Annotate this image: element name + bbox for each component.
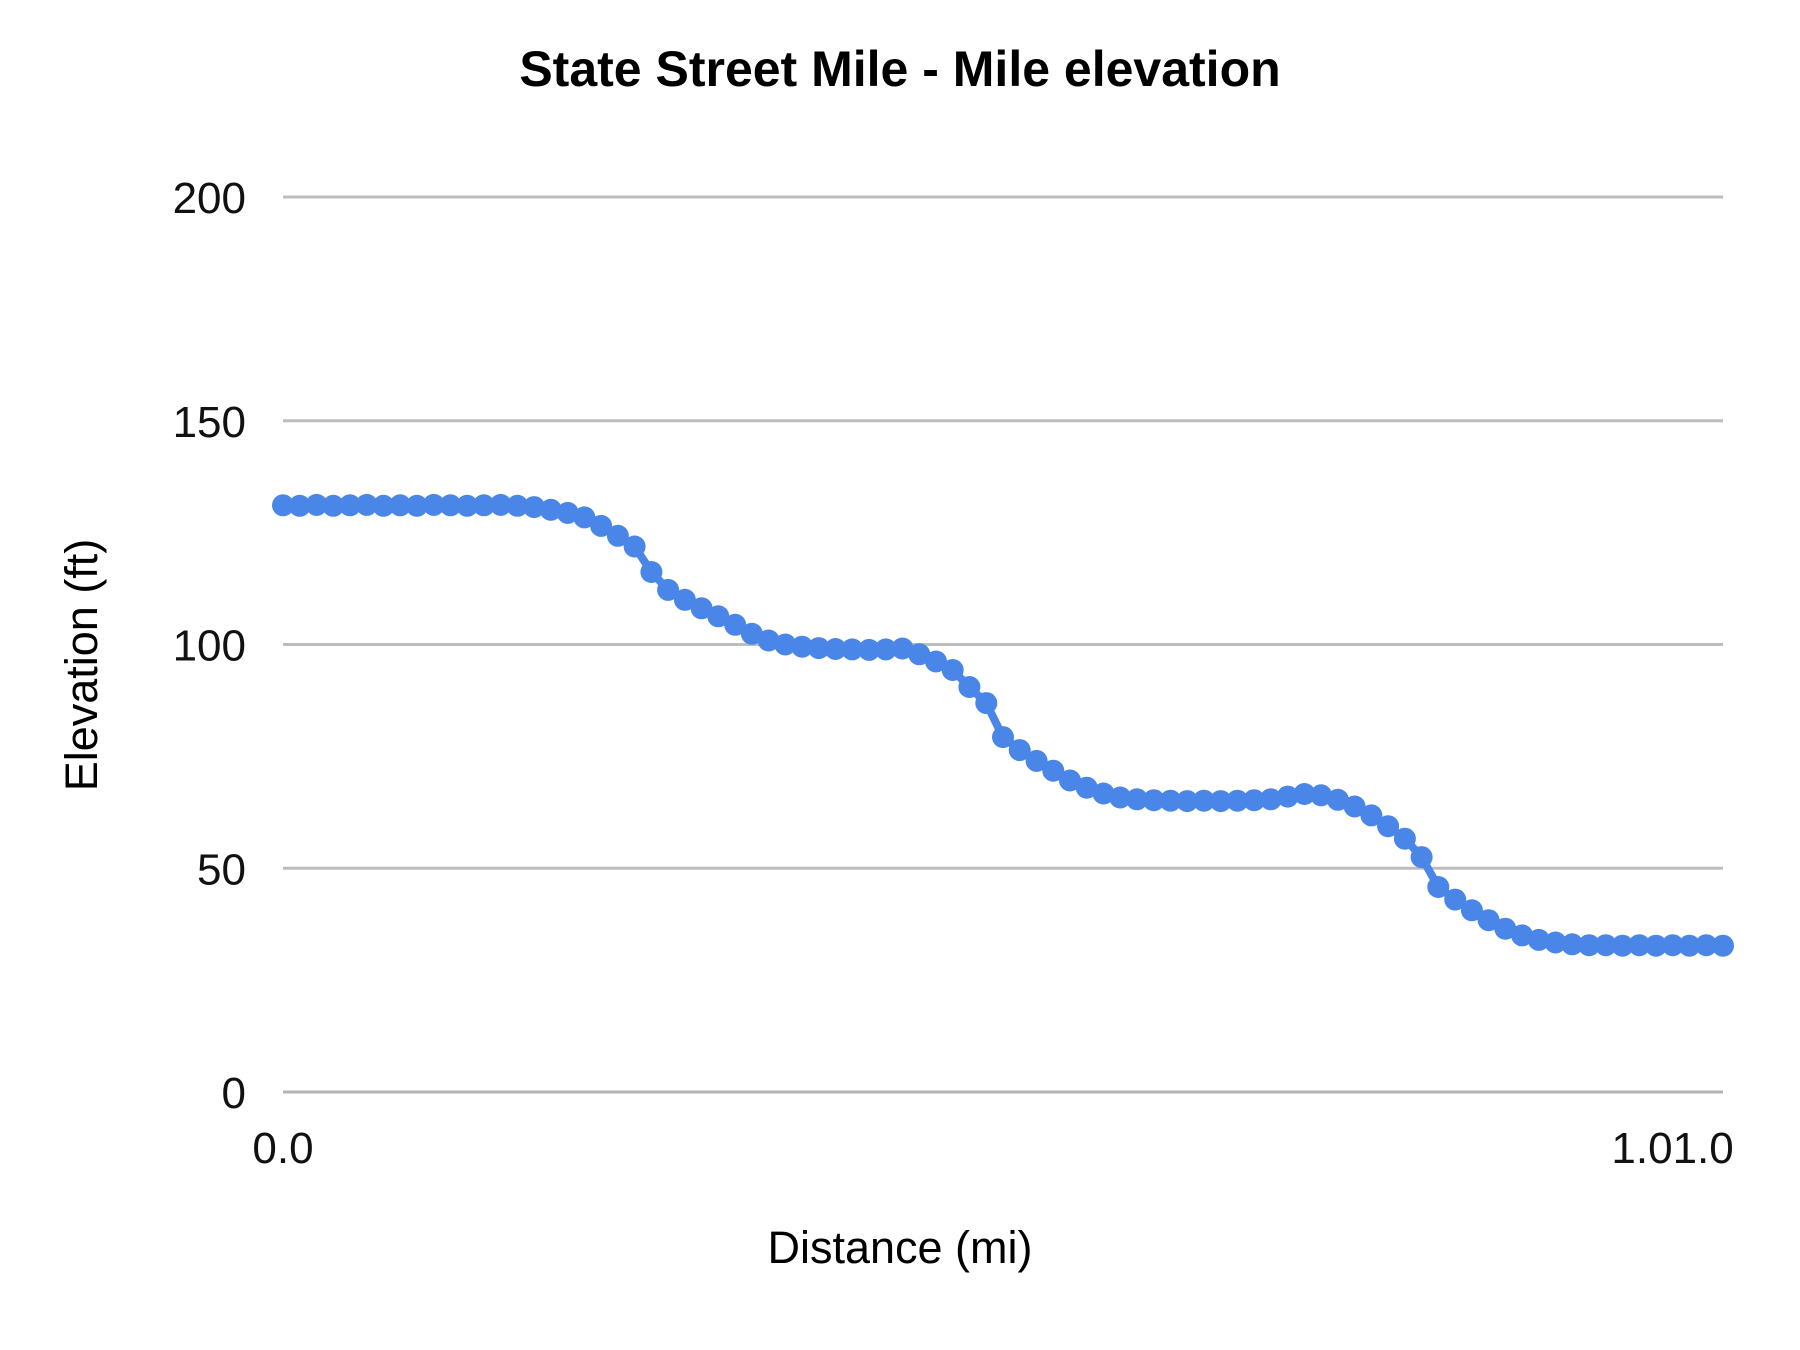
data-point — [372, 494, 395, 517]
data-point — [657, 578, 680, 601]
data-point — [724, 613, 747, 636]
data-point — [1176, 790, 1199, 813]
data-point — [439, 494, 462, 517]
data-point — [1628, 934, 1651, 957]
data-point — [489, 493, 512, 516]
data-point — [472, 494, 495, 517]
data-point — [1259, 788, 1282, 811]
data-point — [623, 535, 646, 558]
data-point — [1326, 788, 1349, 811]
data-point — [791, 635, 814, 658]
data-point — [858, 638, 881, 661]
data-point — [1059, 769, 1081, 792]
data-point — [690, 597, 713, 620]
data-point — [1276, 785, 1299, 808]
data-point — [339, 494, 361, 517]
x-axis-title: Distance (mi) — [767, 1222, 1033, 1273]
data-point — [1611, 934, 1634, 957]
data-point — [1427, 876, 1450, 898]
data-point — [1645, 934, 1667, 957]
data-point — [539, 498, 562, 521]
data-point — [1209, 790, 1232, 813]
data-point — [523, 496, 546, 519]
data-point — [606, 524, 629, 547]
data-point — [874, 638, 897, 661]
y-tick-label: 200 — [173, 174, 246, 223]
data-point — [573, 506, 596, 529]
data-point — [288, 494, 311, 517]
data-point — [1008, 739, 1031, 762]
data-point — [925, 650, 947, 673]
data-point — [456, 494, 479, 517]
x-tick-label: 1.01.0 — [1611, 1124, 1733, 1173]
data-point — [1561, 933, 1584, 956]
data-point — [1678, 934, 1701, 957]
data-point — [1243, 789, 1266, 812]
data-point — [405, 494, 428, 517]
data-point — [506, 494, 529, 517]
data-point — [1544, 931, 1567, 954]
data-point — [958, 676, 981, 698]
data-point — [891, 637, 914, 660]
data-point — [355, 493, 378, 516]
x-tick-label: 0.0 — [252, 1124, 313, 1173]
data-point — [1594, 934, 1617, 957]
data-point — [1377, 815, 1400, 838]
series-line — [279, 500, 1727, 950]
data-point — [1393, 827, 1416, 850]
data-point — [841, 638, 864, 661]
data-point — [1310, 784, 1333, 807]
data-point — [1075, 776, 1098, 799]
data-point — [824, 638, 847, 660]
data-point — [1142, 789, 1165, 812]
data-point — [1477, 909, 1500, 932]
data-point — [1025, 749, 1048, 772]
data-point — [1661, 934, 1684, 957]
data-point — [272, 494, 294, 517]
data-point — [757, 629, 780, 652]
data-point — [707, 605, 730, 628]
data-point — [1578, 934, 1601, 957]
data-point — [673, 588, 696, 611]
data-point — [908, 643, 931, 666]
chart-title: State Street Mile - Mile elevation — [519, 41, 1281, 97]
data-point — [807, 637, 830, 660]
data-point — [1460, 899, 1483, 922]
data-point — [941, 659, 964, 681]
y-tick-label: 0 — [222, 1069, 246, 1118]
data-point — [1695, 934, 1718, 957]
data-point — [556, 501, 579, 524]
data-point — [975, 692, 998, 715]
data-point — [1293, 783, 1316, 805]
data-point — [1092, 782, 1115, 805]
data-point — [1343, 795, 1366, 818]
data-point — [1226, 789, 1249, 812]
data-point — [1712, 934, 1734, 957]
data-point — [305, 493, 328, 516]
data-point — [774, 633, 797, 656]
data-point — [740, 622, 763, 645]
data-point — [640, 561, 663, 583]
data-point — [1360, 804, 1383, 827]
data-point — [422, 493, 445, 516]
data-point — [992, 726, 1014, 749]
data-point — [322, 494, 345, 517]
data-point — [1109, 786, 1132, 809]
data-point — [389, 494, 412, 517]
y-tick-label: 100 — [173, 622, 246, 671]
data-point — [1444, 888, 1467, 911]
data-point — [1410, 846, 1433, 869]
data-point — [1192, 789, 1215, 812]
data-point — [590, 514, 613, 537]
data-point — [1042, 759, 1065, 782]
y-tick-label: 150 — [173, 398, 246, 447]
data-point — [1125, 788, 1148, 811]
data-point — [1159, 789, 1182, 812]
data-point — [1527, 928, 1550, 951]
y-tick-label: 50 — [197, 845, 246, 894]
data-point — [1494, 917, 1517, 940]
data-point — [1511, 924, 1534, 947]
